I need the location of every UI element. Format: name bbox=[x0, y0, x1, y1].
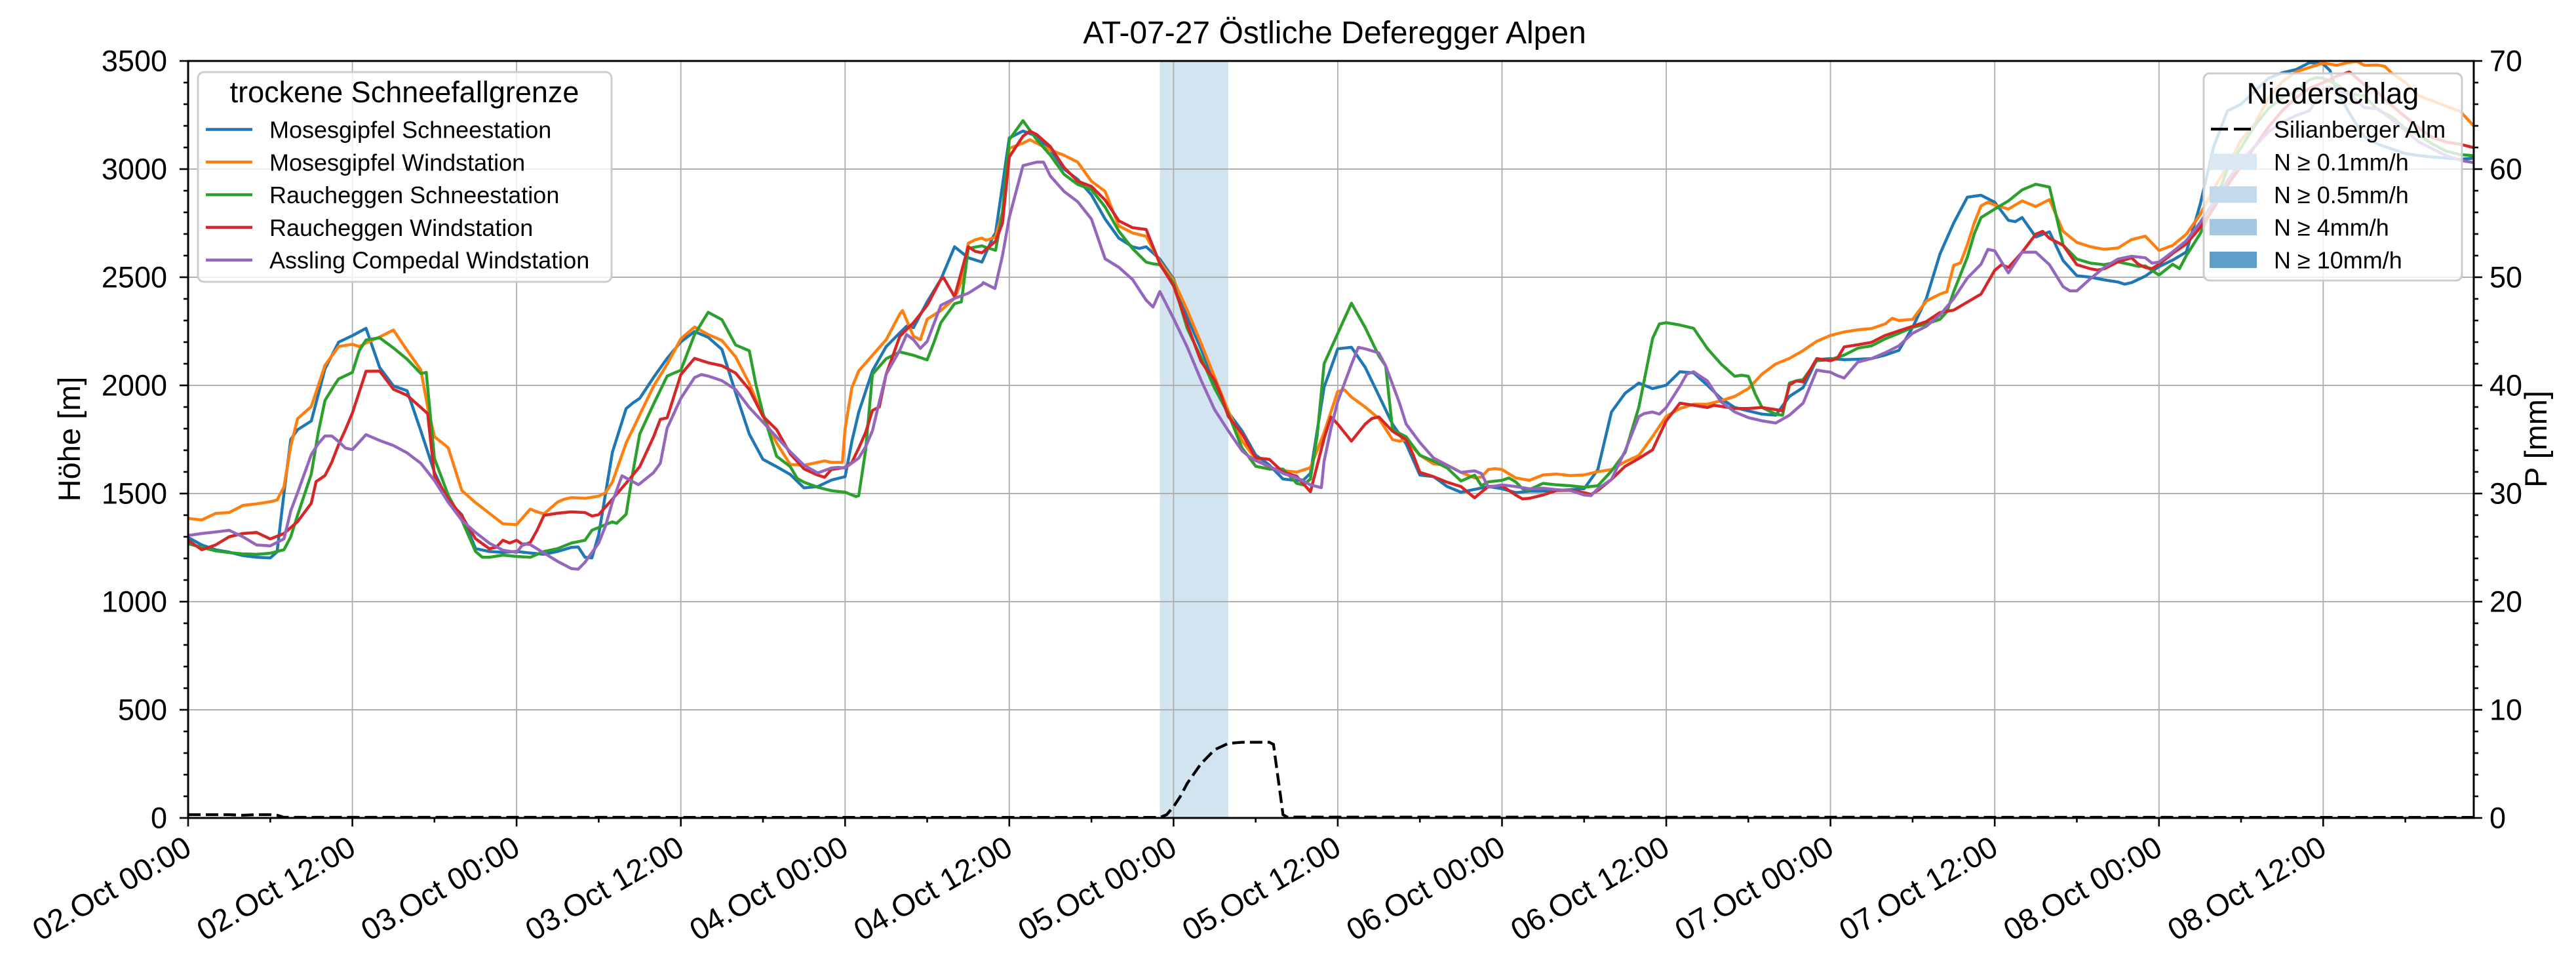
svg-text:0: 0 bbox=[2489, 802, 2506, 835]
svg-text:1000: 1000 bbox=[102, 585, 167, 619]
svg-text:AT-07-27 Östliche Deferegger A: AT-07-27 Östliche Deferegger Alpen bbox=[1083, 16, 1586, 50]
svg-text:trockene Schneefallgrenze: trockene Schneefallgrenze bbox=[230, 75, 579, 109]
svg-text:N ≥ 0.5mm/h: N ≥ 0.5mm/h bbox=[2274, 182, 2409, 208]
svg-text:40: 40 bbox=[2489, 369, 2522, 402]
svg-text:Assling Compedal Windstation: Assling Compedal Windstation bbox=[269, 247, 589, 274]
svg-text:Mosesgipfel Windstation: Mosesgipfel Windstation bbox=[269, 149, 525, 176]
svg-text:Mosesgipfel Schneestation: Mosesgipfel Schneestation bbox=[269, 117, 551, 144]
svg-text:N ≥ 10mm/h: N ≥ 10mm/h bbox=[2274, 246, 2402, 273]
svg-text:20: 20 bbox=[2489, 585, 2522, 619]
svg-text:3500: 3500 bbox=[102, 45, 167, 78]
svg-text:70: 70 bbox=[2489, 45, 2522, 78]
svg-text:Silianberger Alm: Silianberger Alm bbox=[2274, 116, 2446, 143]
svg-text:500: 500 bbox=[118, 693, 167, 727]
svg-text:Niederschlag: Niederschlag bbox=[2247, 77, 2419, 110]
svg-text:N ≥ 0.1mm/h: N ≥ 0.1mm/h bbox=[2274, 149, 2409, 176]
svg-text:0: 0 bbox=[151, 802, 167, 835]
svg-text:Raucheggen Windstation: Raucheggen Windstation bbox=[269, 214, 533, 241]
svg-text:30: 30 bbox=[2489, 477, 2522, 511]
svg-text:50: 50 bbox=[2489, 261, 2522, 294]
svg-text:2500: 2500 bbox=[102, 261, 167, 294]
svg-text:Höhe [m]: Höhe [m] bbox=[52, 377, 87, 502]
svg-text:P [mm]: P [mm] bbox=[2518, 391, 2553, 488]
svg-text:Raucheggen Schneestation: Raucheggen Schneestation bbox=[269, 182, 559, 208]
svg-text:N ≥ 4mm/h: N ≥ 4mm/h bbox=[2274, 214, 2389, 241]
svg-text:3000: 3000 bbox=[102, 153, 167, 186]
svg-text:10: 10 bbox=[2489, 693, 2522, 727]
svg-text:2000: 2000 bbox=[102, 369, 167, 402]
svg-text:60: 60 bbox=[2489, 153, 2522, 186]
svg-text:1500: 1500 bbox=[102, 477, 167, 511]
